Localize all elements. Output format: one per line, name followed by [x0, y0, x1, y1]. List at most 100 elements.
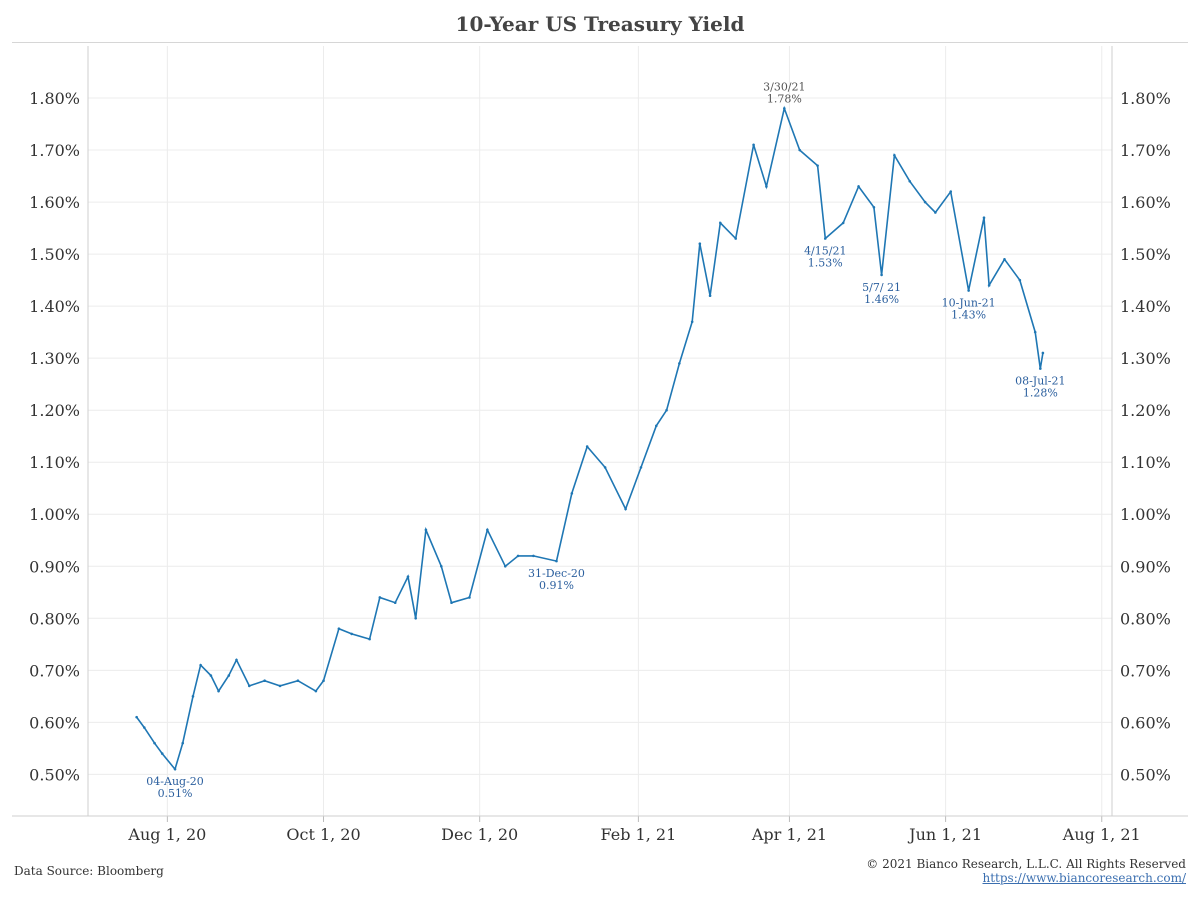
data-point [181, 741, 185, 745]
data-point [439, 564, 443, 568]
y-tick-label-right: 1.40% [1120, 297, 1171, 316]
y-tick-label-right: 1.70% [1120, 141, 1171, 160]
data-point [1039, 367, 1042, 370]
y-tick-label-right: 0.90% [1120, 557, 1171, 576]
data-point [450, 601, 453, 604]
data-point [1033, 330, 1037, 334]
x-tick-label: Aug 1, 20 [127, 825, 206, 844]
y-tick-label-right: 1.00% [1120, 505, 1171, 524]
annotation-date: 10-Jun-21 [942, 297, 996, 310]
data-point [708, 294, 712, 298]
data-point [857, 185, 860, 188]
data-point [414, 616, 417, 620]
x-tick-label: Oct 1, 20 [286, 825, 360, 844]
annotation-value: 1.78% [767, 92, 802, 105]
data-point [719, 221, 722, 225]
data-point [798, 148, 801, 152]
data-point [639, 466, 643, 469]
data-point [655, 424, 658, 428]
annotation-date: 5/7/ 21 [862, 281, 901, 294]
data-point [486, 528, 489, 532]
data-point [872, 205, 876, 209]
data-point [368, 637, 371, 641]
website-link[interactable]: https://www.biancoresearch.com/ [982, 871, 1186, 885]
data-point [665, 408, 668, 412]
x-tick-label: Apr 1, 21 [751, 825, 827, 844]
data-point [153, 741, 156, 745]
x-tick-label: Aug 1, 21 [1062, 825, 1141, 844]
y-tick-label-left: 1.10% [29, 453, 80, 472]
y-tick-label-left: 1.50% [29, 245, 80, 264]
tick-labels: 0.50% 0.50% 0.60% 0.60% 0.70% 0.70% 0.80% 0.80%… [29, 89, 1171, 844]
data-point [734, 237, 737, 240]
data-point [908, 179, 912, 183]
data-source-note: Data Source: Bloomberg [14, 864, 164, 878]
x-tick-label: Dec 1, 20 [441, 825, 518, 844]
data-point [823, 237, 827, 240]
data-point [406, 575, 410, 578]
data-point [247, 684, 251, 688]
data-point [296, 679, 300, 683]
data-point [199, 663, 202, 667]
data-point [1041, 351, 1045, 355]
grid-lines [88, 46, 1112, 816]
data-point [322, 679, 325, 683]
y-tick-label-right: 0.80% [1120, 609, 1171, 628]
data-point [841, 221, 845, 225]
data-point [555, 559, 558, 563]
data-point [982, 216, 986, 219]
title-divider [12, 42, 1188, 43]
copyright-text: © 2021 Bianco Research, L.L.C. All Right… [866, 857, 1186, 871]
y-tick-label-left: 0.70% [29, 661, 80, 680]
data-point [143, 726, 146, 729]
annotation-date: 3/30/21 [763, 80, 805, 93]
data-point [424, 528, 428, 532]
y-tick-label-right: 0.50% [1120, 765, 1171, 784]
data-point [235, 658, 238, 662]
y-tick-label-left: 1.40% [29, 297, 80, 316]
annotation-value: 0.51% [158, 787, 193, 800]
annotation-date: 31-Dec-20 [528, 567, 585, 580]
y-tick-label-right: 1.80% [1120, 89, 1171, 108]
data-point [570, 492, 574, 495]
y-tick-label-right: 1.30% [1120, 349, 1171, 368]
data-point [278, 684, 282, 688]
data-point [893, 153, 896, 157]
chart-title: 10-Year US Treasury Yield [455, 12, 745, 36]
data-point [532, 554, 535, 558]
data-point [378, 596, 382, 599]
data-point [949, 190, 953, 193]
data-point [1003, 258, 1006, 261]
data-point [160, 752, 164, 755]
annotation-date: 4/15/21 [804, 245, 846, 258]
y-tick-label-left: 1.00% [29, 505, 80, 524]
footer-credits: © 2021 Bianco Research, L.L.C. All Right… [866, 857, 1186, 885]
y-tick-label-right: 1.20% [1120, 401, 1171, 420]
data-point [880, 273, 883, 277]
data-point [516, 554, 520, 558]
annotations: 04-Aug-200.51% 31-Dec-200.91% 3/30/211.78%… [146, 80, 1065, 800]
annotation-value: 0.91% [539, 579, 574, 592]
data-point [468, 596, 471, 599]
data-point [337, 627, 341, 631]
data-point [678, 362, 681, 365]
y-tick-label-left: 1.20% [29, 401, 80, 420]
annotation-value: 1.28% [1023, 387, 1058, 400]
series-line [135, 105, 1045, 771]
y-tick-label-right: 1.50% [1120, 245, 1171, 264]
data-point [350, 632, 353, 636]
x-tick-label: Feb 1, 21 [601, 825, 677, 844]
y-tick-label-left: 0.60% [29, 713, 80, 732]
data-point [690, 320, 694, 324]
data-point [393, 601, 397, 604]
data-point [967, 289, 970, 292]
y-tick-label-left: 1.30% [29, 349, 80, 368]
data-point [135, 715, 138, 719]
data-point [765, 185, 768, 188]
y-tick-label-right: 0.60% [1120, 713, 1171, 732]
y-tick-label-left: 0.90% [29, 557, 80, 576]
data-point [314, 689, 318, 693]
data-point [698, 242, 702, 246]
series-line-path [135, 105, 1044, 771]
